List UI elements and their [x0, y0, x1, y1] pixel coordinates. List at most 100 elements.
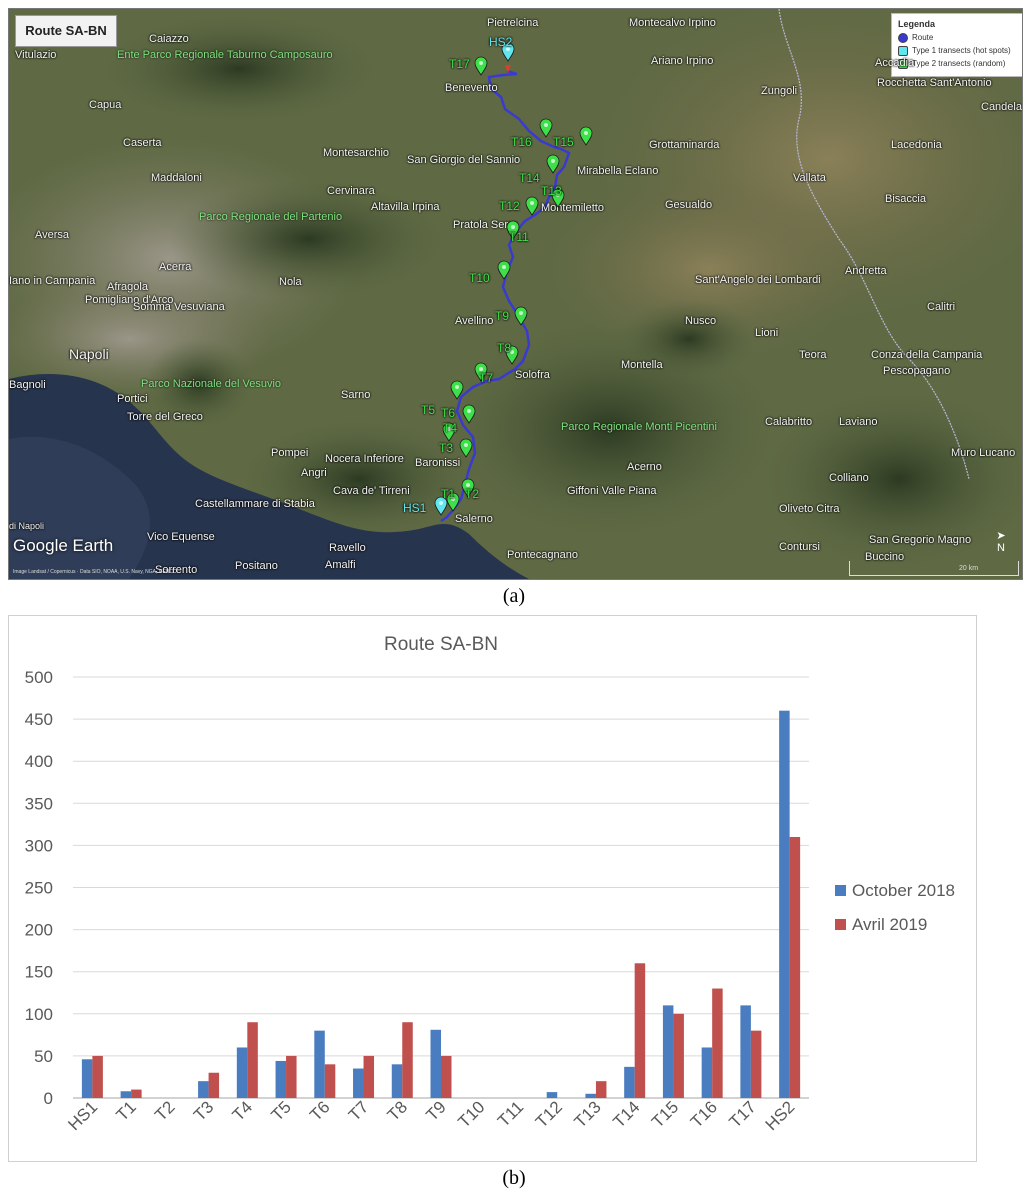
route-dots-icon	[898, 32, 908, 43]
y-tick-label: 450	[25, 710, 53, 729]
bar-T17-october-2018	[740, 1005, 751, 1098]
pin-T16-icon[interactable]	[539, 118, 553, 138]
town-label: Colliano	[829, 472, 869, 484]
bar-T12-october-2018	[546, 1092, 558, 1098]
pin-T2-icon[interactable]	[461, 478, 475, 498]
y-tick-label: 500	[25, 668, 53, 687]
x-tick-label: T9	[422, 1097, 449, 1124]
pin-T6-icon[interactable]	[462, 404, 476, 424]
town-label: Montella	[621, 359, 663, 371]
bar-T8-avril-2019	[402, 1022, 413, 1098]
pin-T7-icon[interactable]	[474, 362, 488, 382]
pin-T12-icon[interactable]	[525, 196, 539, 216]
town-label: Pietrelcina	[487, 17, 539, 29]
bar-HS1-avril-2019	[92, 1055, 103, 1098]
pin-T1-icon[interactable]	[446, 492, 460, 512]
town-label: Sorrento	[155, 564, 198, 576]
x-tick-label: T7	[345, 1097, 372, 1124]
town-label: Buccino	[865, 551, 905, 563]
pin-T14-icon[interactable]	[546, 154, 560, 174]
town-label: Contursi	[779, 541, 820, 553]
mountains-taburno	[99, 14, 379, 124]
bar-T5-avril-2019	[286, 1055, 297, 1098]
bar-T1-october-2018	[120, 1091, 132, 1098]
regional-border	[778, 9, 970, 480]
town-label: Zungoli	[761, 85, 798, 97]
transect-label-T3: T3	[439, 441, 454, 455]
y-tick-label: 200	[25, 921, 53, 940]
town-label: Accadia	[875, 57, 915, 69]
transect-label-T16: T16	[511, 135, 532, 149]
x-tick-label: HS2	[762, 1097, 799, 1134]
pin-HS2-icon[interactable]	[501, 42, 515, 62]
panel-label-a: (a)	[502, 585, 526, 607]
town-label: Gesualdo	[665, 199, 713, 211]
google-earth-logo: Google Earth	[13, 536, 114, 555]
town-label: Lioni	[755, 327, 779, 339]
town-label: Muro Lucano	[951, 447, 1016, 459]
pin-T10-icon[interactable]	[497, 260, 511, 280]
park-label: Parco Regionale del Partenio	[199, 211, 343, 223]
x-tick-label: T6	[306, 1097, 333, 1124]
town-label: Castellammare di Stabia	[195, 498, 315, 510]
pin-T13-icon[interactable]	[551, 188, 565, 208]
town-label: Sarno	[341, 389, 371, 401]
town-label: Pescopagano	[883, 365, 951, 377]
transect-label-T7: T7	[479, 371, 494, 385]
north-arrow-icon: ➤ N	[996, 530, 1006, 554]
town-label: Cava de' Tirreni	[333, 485, 410, 497]
town-label: Candela	[981, 101, 1022, 113]
bar-chart-svg: Route SA-BN 0 50 100 150 200 250 300 350 400 450 50…	[25, 634, 955, 1134]
town-label: Maddaloni	[151, 172, 202, 184]
town-label: Pompei	[271, 447, 309, 459]
town-label: Montesarchio	[323, 147, 390, 159]
town-label: Aversa	[35, 229, 70, 241]
pin-T15-icon[interactable]	[579, 126, 593, 146]
town-label: Torre del Greco	[127, 411, 203, 423]
town-label: Altavilla Irpina	[371, 201, 440, 213]
town-label: Ariano Irpino	[651, 55, 714, 67]
town-label: Positano	[235, 560, 278, 572]
bar-chart: Route SA-BN 0 50 100 150 200 250 300 350 400 450 50…	[8, 615, 977, 1162]
legend-title: Legenda	[898, 19, 936, 29]
y-tick-label: 250	[25, 879, 53, 898]
town-label: Baronissi	[415, 457, 461, 469]
bar-T3-avril-2019	[208, 1072, 220, 1098]
satellite-map: Route SA-BN Legenda Route Type 1 transec…	[8, 8, 1023, 580]
bar-T16-october-2018	[701, 1047, 713, 1098]
map-title: Route SA-BN	[15, 15, 117, 47]
transect-label-T12: T12	[499, 199, 520, 213]
bar-HS2-october-2018	[779, 710, 790, 1098]
town-label: Afragola	[107, 281, 148, 293]
legend-swatch-october-2018	[835, 885, 846, 896]
town-label: Teora	[799, 349, 827, 361]
pin-T17-icon[interactable]	[474, 56, 488, 76]
x-tick-label: T4	[229, 1097, 256, 1124]
pin-T8-icon[interactable]	[505, 345, 519, 365]
map-background	[9, 9, 1022, 579]
x-tick-label: T2	[151, 1097, 178, 1124]
transect-label-T5: T5	[421, 403, 436, 417]
pin-T9-icon[interactable]	[514, 306, 528, 326]
town-label: Ravello	[329, 542, 366, 554]
pin-T4-icon[interactable]	[442, 422, 456, 442]
pin-T11-icon[interactable]	[506, 220, 520, 240]
transect-label-T9: T9	[495, 309, 510, 323]
town-label: Rocchetta Sant'Antonio	[877, 77, 992, 89]
pin-T5-icon[interactable]	[450, 380, 464, 400]
y-tick-label: 400	[25, 752, 53, 771]
legend-swatch-avril-2019	[835, 919, 846, 930]
town-label: Pratola Serra	[453, 219, 518, 231]
x-tick-label: T15	[648, 1097, 682, 1131]
transect-label-T13: T13	[541, 184, 562, 198]
image-credits: Image Landsat / Copernicus · Data SIO, N…	[13, 569, 177, 575]
town-label: Acerra	[159, 261, 192, 273]
transect-label-T1: T1	[441, 487, 456, 501]
town-label: Giffoni Valle Piana	[567, 485, 657, 497]
route-line	[440, 69, 571, 523]
transect-label-T11: T11	[509, 230, 529, 244]
mountains-partenio	[169, 179, 449, 299]
pin-HS1-icon[interactable]	[434, 496, 448, 516]
pin-T3-icon[interactable]	[459, 438, 473, 458]
bar-HS2-avril-2019	[789, 836, 801, 1098]
